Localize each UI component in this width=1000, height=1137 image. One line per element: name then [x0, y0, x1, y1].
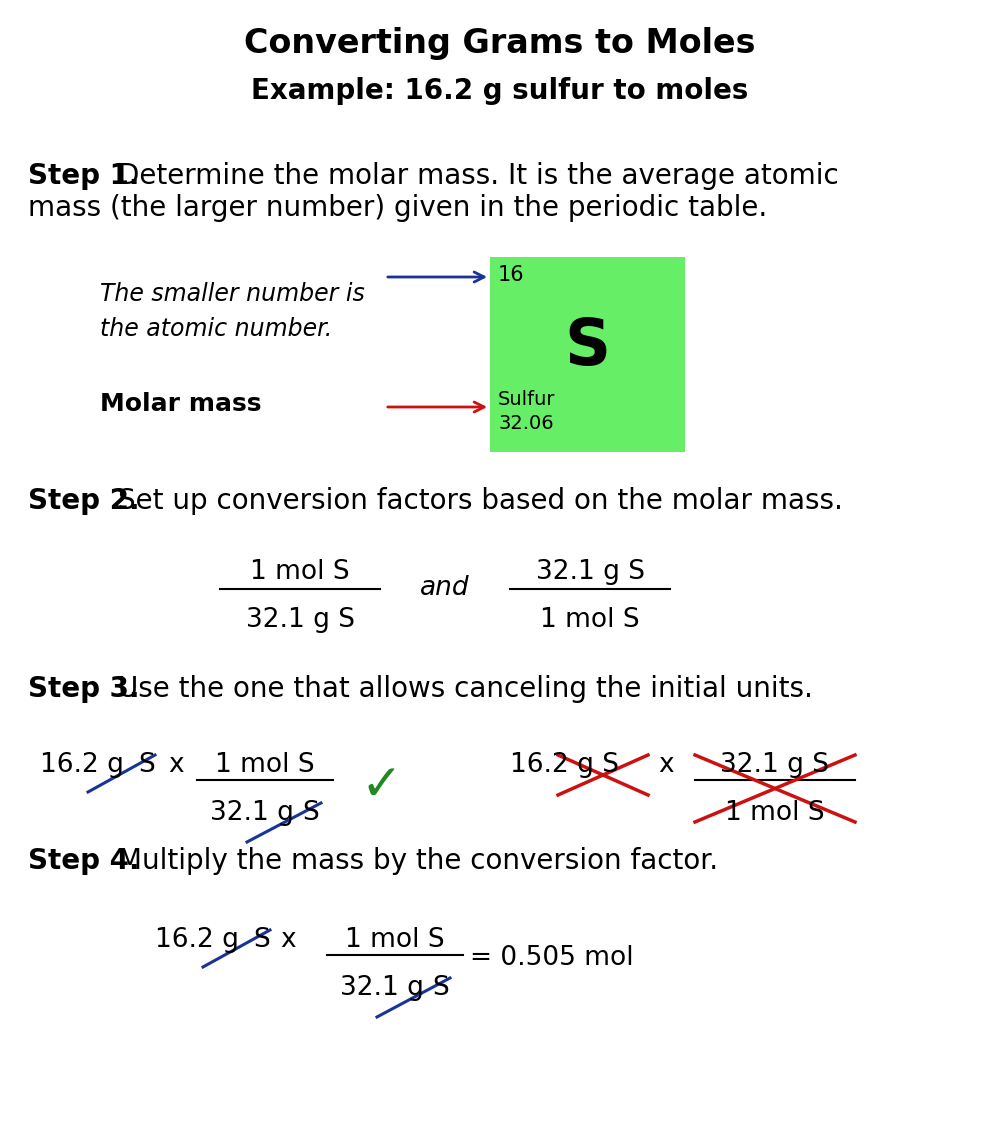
Text: Sulfur: Sulfur — [498, 390, 556, 409]
Text: mass (the larger number) given in the periodic table.: mass (the larger number) given in the pe… — [28, 194, 767, 222]
Text: Example: 16.2 g sulfur to moles: Example: 16.2 g sulfur to moles — [251, 77, 749, 105]
Text: S: S — [432, 976, 449, 1001]
Text: 1 mol S: 1 mol S — [540, 607, 640, 633]
Text: Determine the molar mass. It is the average atomic: Determine the molar mass. It is the aver… — [118, 161, 839, 190]
Text: 32.06: 32.06 — [498, 414, 554, 433]
Text: x: x — [168, 752, 184, 778]
Text: Step 4.: Step 4. — [28, 847, 140, 875]
Text: 1 mol S: 1 mol S — [725, 800, 825, 825]
Text: = 0.505 mol: = 0.505 mol — [470, 945, 634, 971]
Text: 16.2 g: 16.2 g — [155, 927, 239, 953]
Text: 32.1 g S: 32.1 g S — [246, 607, 354, 633]
Text: Converting Grams to Moles: Converting Grams to Moles — [244, 27, 756, 60]
Text: 32.1 g: 32.1 g — [340, 976, 424, 1001]
Text: S: S — [302, 800, 319, 825]
Text: S: S — [253, 927, 270, 953]
Text: The smaller number is: The smaller number is — [100, 282, 365, 306]
Text: Step 3.: Step 3. — [28, 675, 140, 703]
Text: x: x — [658, 752, 674, 778]
Text: 16: 16 — [498, 265, 525, 285]
Text: 32.1 g S: 32.1 g S — [720, 752, 830, 778]
Text: the atomic number.: the atomic number. — [100, 317, 332, 341]
Text: Molar mass: Molar mass — [100, 392, 262, 416]
Text: 16.2 g S: 16.2 g S — [510, 752, 619, 778]
Text: 1 mol S: 1 mol S — [250, 559, 350, 586]
Text: Set up conversion factors based on the molar mass.: Set up conversion factors based on the m… — [118, 487, 843, 515]
Text: S: S — [564, 316, 610, 377]
Bar — [490, 257, 685, 453]
Text: x: x — [280, 927, 296, 953]
Text: Multiply the mass by the conversion factor.: Multiply the mass by the conversion fact… — [118, 847, 718, 875]
Text: 32.1 g: 32.1 g — [210, 800, 294, 825]
Text: Step 2.: Step 2. — [28, 487, 140, 515]
Text: 1 mol S: 1 mol S — [345, 927, 445, 953]
Text: 16.2 g: 16.2 g — [40, 752, 124, 778]
Text: Step 1.: Step 1. — [28, 161, 140, 190]
Text: 32.1 g S: 32.1 g S — [536, 559, 644, 586]
Text: ✓: ✓ — [360, 762, 402, 810]
Text: Use the one that allows canceling the initial units.: Use the one that allows canceling the in… — [118, 675, 813, 703]
Text: 1 mol S: 1 mol S — [215, 752, 315, 778]
Text: S: S — [138, 752, 155, 778]
Text: and: and — [420, 575, 470, 601]
